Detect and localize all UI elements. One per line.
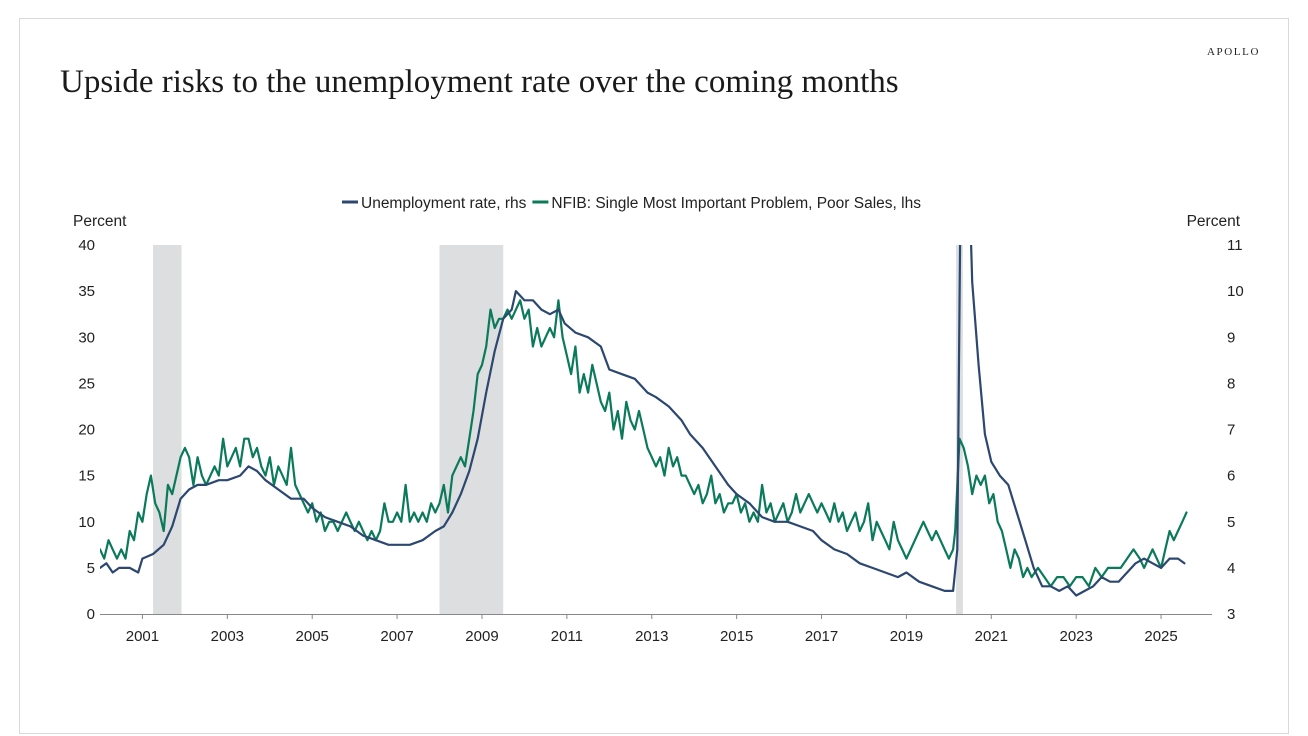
axes: 2001 2003 2005 2007 2009 2011 2013 2015 2017 2019… — [73, 213, 1244, 645]
right-tick-label: 6 — [1227, 468, 1235, 485]
left-tick-label: 35 — [78, 283, 95, 300]
page-title: Upside risks to the unemployment rate ov… — [60, 64, 899, 100]
legend: Unemployment rate, rhs NFIB: Single Most … — [342, 195, 921, 212]
x-tick-label: 2013 — [635, 628, 668, 645]
legend-label: Unemployment rate, rhs — [361, 195, 527, 212]
unemployment-rate-line — [100, 245, 1186, 597]
x-tick-label: 2021 — [975, 628, 1008, 645]
x-tick-label: 2023 — [1059, 628, 1092, 645]
x-tick-label: 2007 — [380, 628, 413, 645]
left-axis-title: Percent — [73, 213, 127, 230]
right-tick-label: 10 — [1227, 283, 1244, 300]
left-tick-label: 5 — [87, 560, 95, 577]
recession-band — [153, 245, 182, 614]
x-tick-label: 2025 — [1144, 628, 1177, 645]
left-tick-label: 0 — [87, 606, 95, 623]
legend-label: NFIB: Single Most Important Problem, Poo… — [551, 195, 921, 212]
x-tick-label: 2005 — [296, 628, 329, 645]
series — [100, 245, 1188, 597]
right-tick-label: 4 — [1227, 560, 1235, 577]
right-tick-label: 8 — [1227, 375, 1235, 392]
left-tick-label: 10 — [78, 514, 95, 531]
left-tick-label: 25 — [78, 375, 95, 392]
left-tick-label: 40 — [78, 237, 95, 254]
right-tick-label: 7 — [1227, 422, 1235, 439]
right-tick-label: 3 — [1227, 606, 1235, 623]
x-tick-label: 2009 — [465, 628, 498, 645]
nfib-poor-sales-line — [100, 299, 1188, 588]
right-tick-label: 9 — [1227, 329, 1235, 346]
x-tick-label: 2015 — [720, 628, 753, 645]
right-tick-label: 11 — [1227, 237, 1243, 254]
left-tick-label: 20 — [78, 422, 95, 439]
right-axis-title: Percent — [1187, 213, 1241, 230]
x-tick-label: 2001 — [126, 628, 159, 645]
brand-logo: APOLLO — [1207, 46, 1260, 58]
x-tick-label: 2003 — [211, 628, 244, 645]
x-tick-label: 2011 — [551, 628, 583, 645]
left-tick-label: 15 — [78, 468, 95, 485]
x-tick-label: 2017 — [805, 628, 838, 645]
x-tick-label: 2019 — [890, 628, 923, 645]
left-tick-label: 30 — [78, 329, 95, 346]
right-tick-label: 5 — [1227, 514, 1235, 531]
